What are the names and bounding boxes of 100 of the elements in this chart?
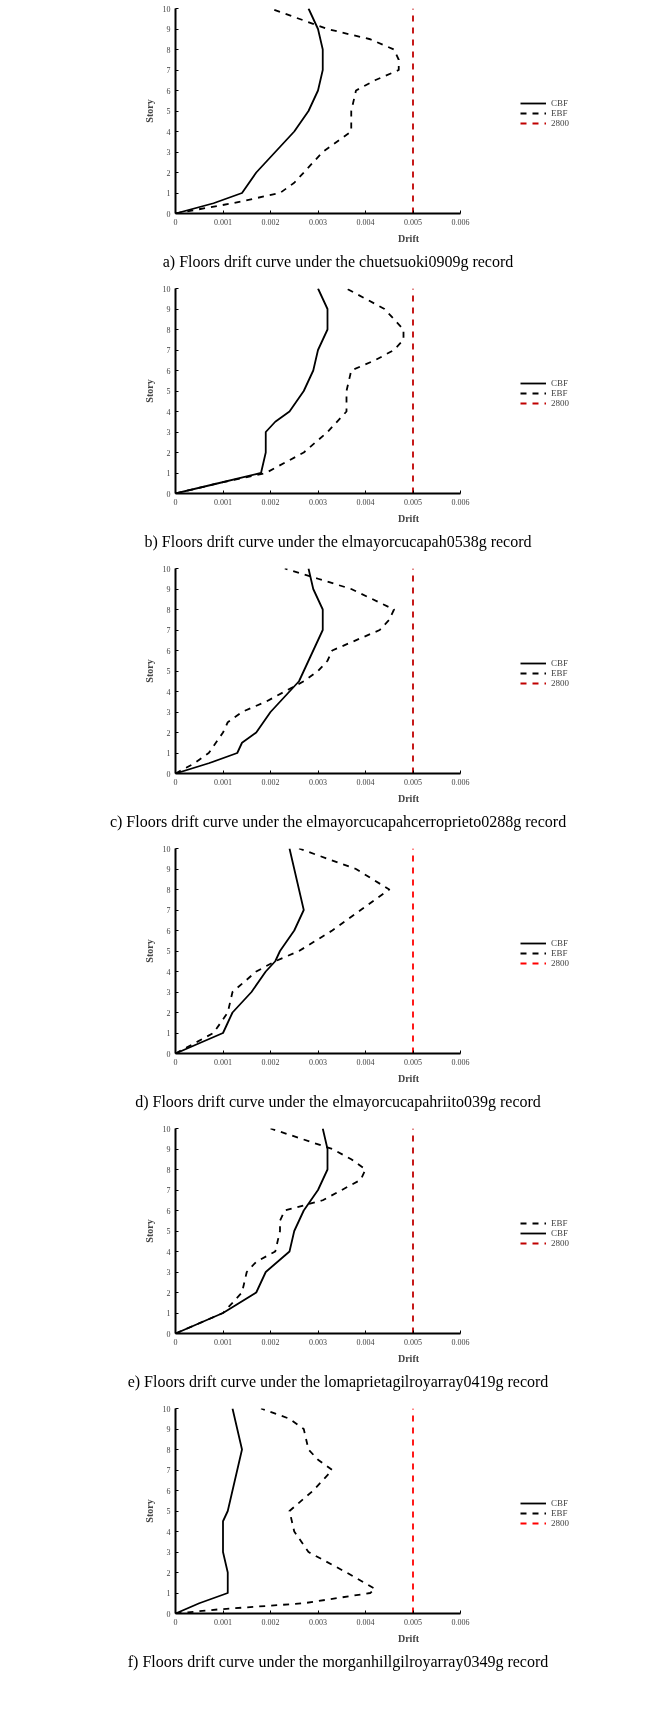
y-tick-label: 8 — [166, 1165, 171, 1175]
x-tick-label: 0 — [173, 1337, 178, 1347]
y-tick-label: 6 — [166, 646, 171, 656]
y-tick-label: 5 — [166, 107, 171, 116]
y-tick-label: 4 — [166, 687, 171, 697]
x-axis-title: Drift — [397, 232, 420, 244]
y-tick-label: 10 — [162, 284, 171, 294]
y-tick-label: 2 — [166, 1008, 171, 1018]
y-tick-label: 1 — [166, 1589, 171, 1598]
y-axis-title: Story — [143, 379, 155, 403]
y-tick-label: 9 — [166, 1425, 171, 1434]
text: c) Floors drift curve under the elmayorcucapahcerroprieto0288g record — [109, 812, 567, 833]
y-tick-label: 3 — [166, 428, 171, 437]
legend-label: CBF — [551, 938, 569, 948]
y-axis-title: Story — [143, 99, 155, 123]
x-tick-label: 0 — [173, 1617, 178, 1627]
x-tick-label: 0.001 — [214, 1617, 232, 1627]
x-tick-label: 0.006 — [451, 497, 470, 507]
y-tick-label: 6 — [166, 1206, 171, 1216]
y-tick-label: 7 — [166, 1186, 171, 1195]
y-axis-title: Story — [143, 659, 155, 683]
legend-label: CBF — [551, 1228, 569, 1238]
x-tick-label: 0.006 — [451, 1617, 470, 1627]
y-tick-label: 8 — [166, 605, 171, 615]
y-tick-label: 4 — [166, 407, 171, 417]
y-tick-label: 0 — [166, 209, 171, 219]
x-axis-title: Drift — [397, 512, 420, 524]
y-tick-label: 5 — [166, 947, 171, 956]
x-tick-label: 0.005 — [404, 1617, 422, 1627]
x-axis-title: Drift — [397, 1072, 420, 1084]
y-tick-label: 5 — [166, 1507, 171, 1516]
y-tick-label: 8 — [166, 45, 171, 55]
x-tick-label: 0.003 — [309, 217, 327, 227]
x-tick-label: 0.004 — [356, 1337, 375, 1347]
x-tick-label: 0.002 — [261, 1337, 280, 1347]
x-tick-label: 0.001 — [214, 497, 232, 507]
y-tick-label: 3 — [166, 148, 171, 157]
y-tick-label: 9 — [166, 1145, 171, 1154]
y-tick-label: 9 — [166, 585, 171, 594]
legend-label: EBF — [551, 108, 569, 118]
legend-label: CBF — [551, 378, 569, 388]
legend-label: EBF — [551, 668, 569, 678]
y-tick-label: 2 — [166, 728, 171, 738]
legend-label: CBF — [551, 658, 569, 668]
x-tick-label: 0.002 — [261, 777, 280, 787]
y-tick-label: 10 — [162, 1124, 171, 1134]
y-tick-label: 1 — [166, 1029, 171, 1038]
x-tick-label: 0.006 — [451, 1337, 470, 1347]
y-tick-label: 7 — [166, 906, 171, 915]
legend-label: CBF — [551, 98, 569, 108]
x-tick-label: 0 — [173, 217, 178, 227]
y-tick-label: 4 — [166, 127, 171, 137]
legend-label: EBF — [551, 388, 569, 398]
x-tick-label: 0 — [173, 777, 178, 787]
x-axis-title: Drift — [397, 1632, 420, 1644]
y-tick-label: 3 — [166, 708, 171, 717]
x-tick-label: 0.005 — [404, 1337, 422, 1347]
x-tick-label: 0.006 — [451, 217, 470, 227]
x-tick-label: 0.004 — [356, 497, 375, 507]
y-tick-label: 6 — [166, 926, 171, 936]
y-tick-label: 7 — [166, 346, 171, 355]
y-tick-label: 1 — [166, 749, 171, 758]
legend-label: 2800 — [551, 1238, 570, 1248]
x-tick-label: 0.001 — [214, 777, 232, 787]
y-tick-label: 5 — [166, 667, 171, 676]
y-tick-label: 1 — [166, 189, 171, 198]
legend-label: 2800 — [551, 398, 570, 408]
x-tick-label: 0.004 — [356, 777, 375, 787]
y-tick-label: 7 — [166, 626, 171, 635]
text: b) Floors drift curve under the elmayorcucapah0538g record — [144, 532, 532, 553]
y-tick-label: 10 — [162, 564, 171, 574]
x-tick-label: 0.002 — [261, 217, 280, 227]
text: f) Floors drift curve under the morganhillgilroyarray0349g record — [127, 1652, 549, 1673]
x-tick-label: 0.003 — [309, 497, 327, 507]
y-tick-label: 0 — [166, 1329, 171, 1339]
y-tick-label: 4 — [166, 1247, 171, 1257]
y-axis-title: Story — [143, 939, 155, 963]
y-tick-label: 0 — [166, 489, 171, 499]
x-tick-label: 0.005 — [404, 497, 422, 507]
legend-label: EBF — [551, 1218, 569, 1228]
y-tick-label: 8 — [166, 1445, 171, 1455]
y-tick-label: 10 — [162, 1404, 171, 1414]
legend-label: 2800 — [551, 958, 570, 968]
y-tick-label: 9 — [166, 25, 171, 34]
x-tick-label: 0 — [173, 1057, 178, 1067]
x-tick-label: 0.001 — [214, 1337, 232, 1347]
y-tick-label: 6 — [166, 1486, 171, 1496]
x-tick-label: 0.001 — [214, 217, 232, 227]
y-tick-label: 2 — [166, 1568, 171, 1578]
y-tick-label: 6 — [166, 86, 171, 96]
x-tick-label: 0.005 — [404, 217, 422, 227]
x-tick-label: 0.003 — [309, 1057, 327, 1067]
x-tick-label: 0.006 — [451, 777, 470, 787]
x-tick-label: 0.003 — [309, 1337, 327, 1347]
x-tick-label: 0.002 — [261, 1617, 280, 1627]
legend-label: EBF — [551, 1508, 569, 1518]
text: e) Floors drift curve under the lomaprietagilroyarray0419g record — [127, 1372, 549, 1393]
x-tick-label: 0.002 — [261, 497, 280, 507]
y-tick-label: 8 — [166, 885, 171, 895]
y-axis-title: Story — [143, 1219, 155, 1243]
